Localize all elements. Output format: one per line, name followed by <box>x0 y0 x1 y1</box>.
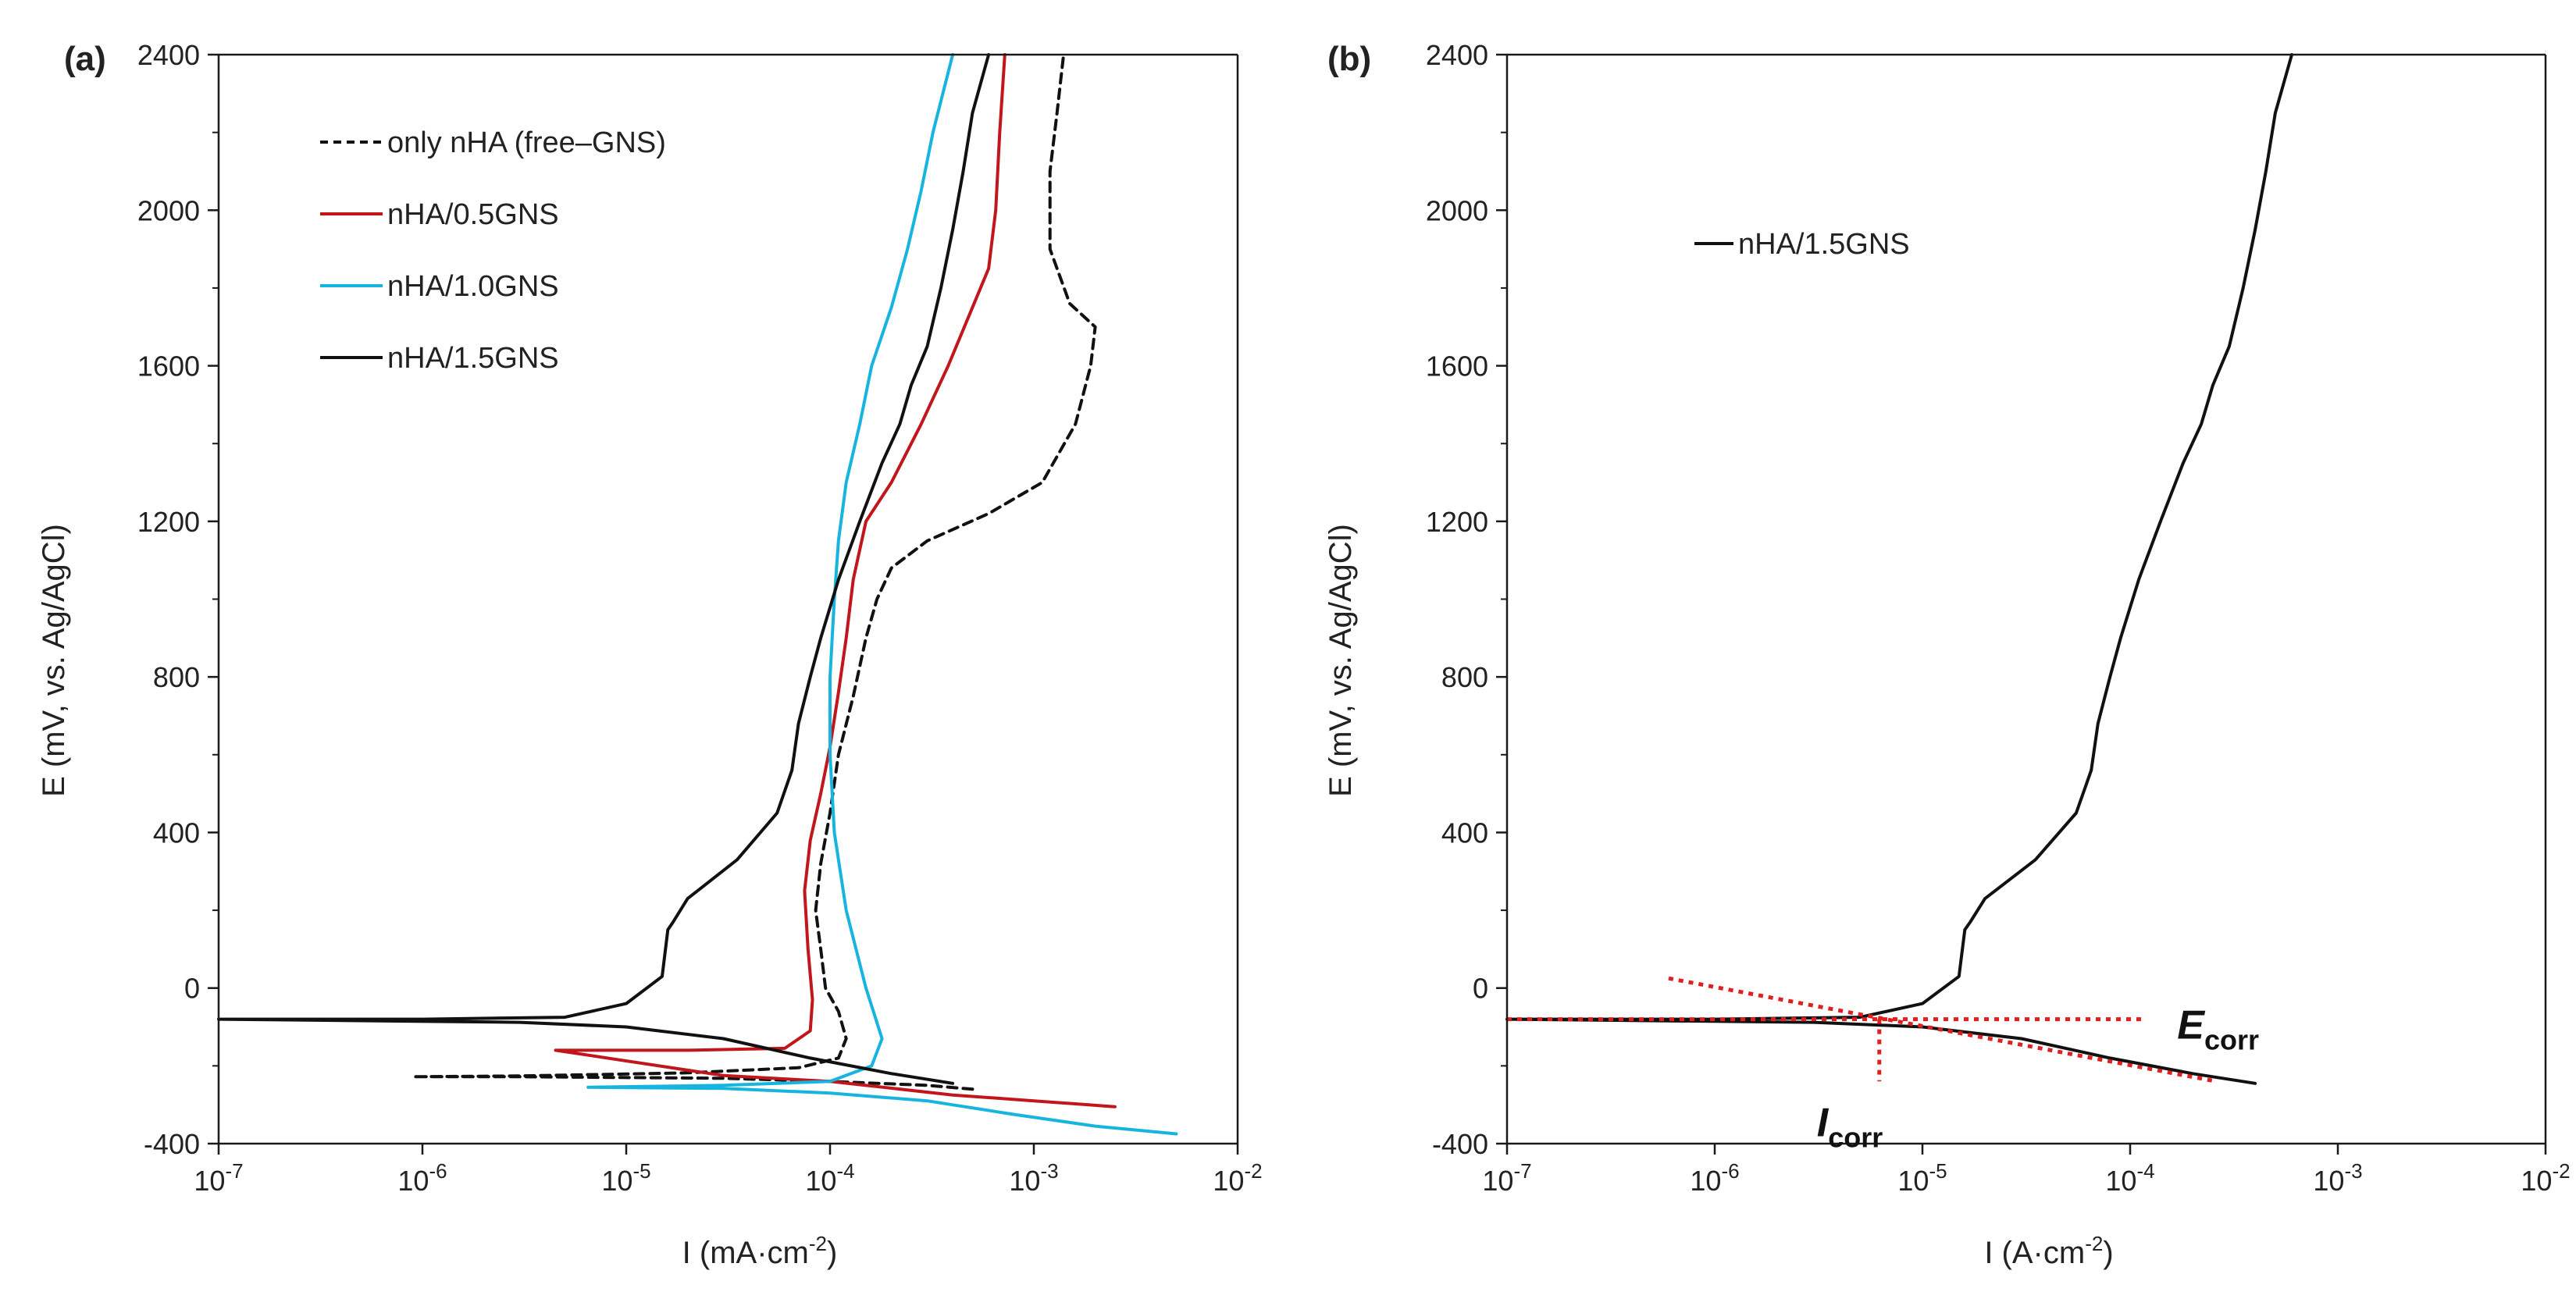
panel-b-label: (b) <box>1327 40 1371 78</box>
panel-b-x-tick-label: 10-3 <box>2313 1159 2362 1197</box>
panel-a-y-tick-label: 1200 <box>137 506 200 538</box>
panel-b-x-axis-label: I (A·cm-2) <box>1984 1232 2113 1270</box>
panel-b-legend-label: nHA/1.5GNS <box>1738 228 1910 261</box>
panel-b-tafel-fit-line <box>1668 976 2217 1084</box>
panel-a-legend: only nHA (free–GNS) nHA/0.5GNS nHA/1.0GNS n… <box>320 126 666 375</box>
panel-a-y-tick-label: 2400 <box>137 39 200 71</box>
panel-a-x-axis-label-end: ) <box>827 1236 837 1270</box>
panel-a-legend-label: nHA/1.0GNS <box>387 270 559 303</box>
panel-b-y-tick-label: 800 <box>1441 661 1488 693</box>
panel-a-x-tick-label: 10-7 <box>194 1159 243 1197</box>
panel-a-y-tick-label: 2000 <box>137 194 200 226</box>
panel-b-series <box>1505 53 2293 1085</box>
panel-b-series-line <box>1505 53 2293 1085</box>
panel-a-y-tick-label: 0 <box>184 973 200 1005</box>
panel-a-y-ticks: 2400 2000 1600 1200 800 400 0 -400 <box>137 39 219 1160</box>
panel-b-x-tick-label: 10-5 <box>1897 1159 1947 1197</box>
panel-b-x-ticks: 10-7 10-6 10-5 10-4 10-3 10-2 <box>1482 1144 2571 1197</box>
panel-a-chart: (a) E (mV, vs. Ag/AgCl) I (mA·cm-2) 2400… <box>37 39 1263 1270</box>
panel-a-legend-label: only nHA (free–GNS) <box>387 126 666 159</box>
panel-b-x-tick-label: 10-7 <box>1482 1159 1531 1197</box>
panel-a-x-tick-label: 10-5 <box>601 1159 650 1197</box>
panel-b-y-tick-label: -400 <box>1432 1128 1488 1160</box>
panel-a-series <box>217 53 1178 1136</box>
panel-a-legend-label: nHA/1.5GNS <box>387 342 559 375</box>
panel-b-chart: (b) E (mV, vs. Ag/AgCl) I (A·cm-2) 24002… <box>1324 39 2571 1270</box>
panel-a-label: (a) <box>64 40 106 78</box>
panel-a-y-axis-label: E (mV, vs. Ag/AgCl) <box>37 524 71 797</box>
panel-a-x-tick-label: 10-4 <box>805 1159 854 1197</box>
panel-b-icorr-label: Icorr <box>1817 1100 1883 1153</box>
panel-b-x-tick-label: 10-4 <box>2105 1159 2154 1197</box>
panel-b-x-axis-label-end: ) <box>2103 1236 2113 1270</box>
panel-a-x-axis-label: I (mA·cm-2) <box>682 1232 838 1270</box>
panel-b-y-tick-label: 0 <box>1473 973 1488 1005</box>
panel-b-ecorr-label: Ecorr <box>2177 1003 2259 1056</box>
panel-a-x-axis-label-sup: -2 <box>809 1232 827 1255</box>
panel-a-y-tick-label: 800 <box>153 661 200 693</box>
panel-b-y-ticks: 2400 2000 1600 1200 800 400 0 -400 <box>1426 39 1507 1160</box>
panel-b-y-tick-label: 2400 <box>1426 39 1488 71</box>
panel-a-series-line <box>586 53 1178 1136</box>
panel-a-series-line <box>554 53 1117 1108</box>
panel-b-x-tick-label: 10-2 <box>2521 1159 2570 1197</box>
panel-b-tafel-lines <box>1507 976 2217 1084</box>
panel-a-legend-label: nHA/0.5GNS <box>387 198 559 231</box>
panel-a-axes <box>217 53 1239 1145</box>
panel-b-y-tick-label: 1200 <box>1426 506 1488 538</box>
panel-a-x-ticks: 10-7 10-6 10-5 10-4 10-3 10-2 <box>194 1144 1263 1197</box>
panel-a-series-line <box>412 53 1097 1091</box>
panel-a-x-axis-label-base: I (mA·cm <box>682 1236 809 1270</box>
panel-b-x-axis-label-base: I (A·cm <box>1984 1236 2085 1270</box>
panel-b-annotations: Ecorr Icorr <box>1817 1003 2259 1154</box>
panel-a-x-tick-label: 10-6 <box>397 1159 447 1197</box>
panel-a-y-tick-label: 1600 <box>137 351 200 383</box>
panel-b-y-tick-label: 1600 <box>1426 351 1488 383</box>
panel-a-series-line <box>217 53 991 1085</box>
panel-a-x-tick-label: 10-2 <box>1213 1159 1262 1197</box>
panel-b-y-tick-label: 400 <box>1441 817 1488 849</box>
panel-b-y-tick-label: 2000 <box>1426 194 1488 226</box>
panel-b-y-axis-label: E (mV, vs. Ag/AgCl) <box>1324 524 1358 797</box>
panel-b-legend: nHA/1.5GNS <box>1694 228 1910 261</box>
panel-a-y-tick-label: 400 <box>153 817 200 849</box>
panel-a-x-tick-label: 10-3 <box>1009 1159 1058 1197</box>
panel-b-x-axis-label-sup: -2 <box>2085 1232 2103 1255</box>
panel-b-axes <box>1505 53 2547 1145</box>
panel-b-x-tick-label: 10-6 <box>1690 1159 1739 1197</box>
panel-a-y-tick-label: -400 <box>144 1128 200 1160</box>
